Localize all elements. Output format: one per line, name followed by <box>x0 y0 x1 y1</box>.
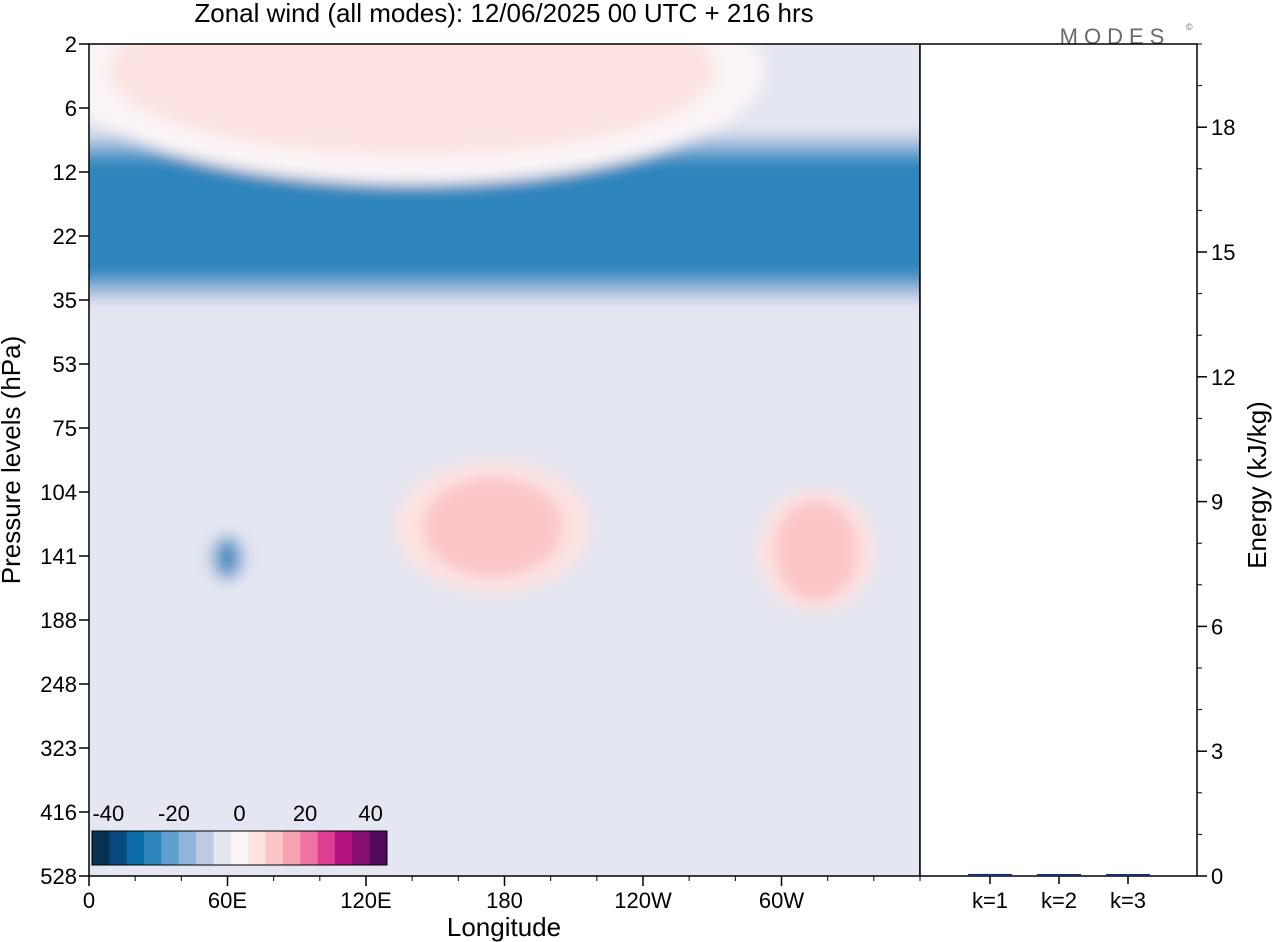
longitude-tick-label: 180 <box>486 888 523 913</box>
pressure-tick-label: 2 <box>65 32 77 57</box>
colorbar-swatch <box>317 831 336 865</box>
energy-tick-label: 15 <box>1211 240 1235 265</box>
energy-bars <box>968 873 1150 876</box>
longitude-tick-label: 0 <box>83 888 95 913</box>
energy-tick-label: 3 <box>1211 739 1223 764</box>
colorbar-swatch <box>352 831 371 865</box>
energy-tick-label: 6 <box>1211 614 1223 639</box>
colorbar-frame <box>91 830 388 866</box>
colorbar-swatch <box>109 831 128 865</box>
pressure-tick-label: 528 <box>40 864 77 889</box>
longitude-axis: 0 60E 120E 180 120W 60W <box>83 876 921 913</box>
pressure-tick-label: 6 <box>65 96 77 121</box>
energy-category-label: k=3 <box>1110 888 1146 913</box>
pressure-tick-label: 248 <box>40 672 77 697</box>
pressure-tick-label: 188 <box>40 608 77 633</box>
energy-bar-panel: k=1 k=2 k=3 0 3 6 9 12 15 18 <box>919 43 1235 913</box>
wind-contour <box>225 544 230 572</box>
energy-bar <box>1037 874 1081 876</box>
longitude-axis-label: Longitude <box>447 912 561 942</box>
colorbar-tick-label: 0 <box>233 801 245 826</box>
colorbar-swatch <box>92 831 110 865</box>
energy-tick-label: 12 <box>1211 365 1235 390</box>
energy-bar <box>968 873 1012 876</box>
colorbar-swatch <box>144 831 162 865</box>
energy-tick-label: 18 <box>1211 115 1235 140</box>
longitude-tick-label: 60E <box>208 888 247 913</box>
colorbar-swatch <box>265 831 284 865</box>
longitude-tick-label: 120E <box>340 888 391 913</box>
colorbar-tick-label: -40 <box>92 801 124 826</box>
wind-contour <box>782 504 851 598</box>
colorbar-swatch <box>178 831 197 865</box>
pressure-tick-label: 22 <box>53 224 77 249</box>
colorbar-swatch <box>369 831 388 865</box>
energy-bar <box>1106 874 1150 876</box>
colorbar-swatch <box>248 831 267 865</box>
energy-axis: 0 3 6 9 12 15 18 <box>1197 43 1235 889</box>
energy-panel-frame <box>919 43 1198 877</box>
energy-tick-label: 9 <box>1211 490 1223 515</box>
colorbar-swatch <box>196 831 214 865</box>
colorbar: -40 -20 0 20 40 <box>91 801 388 866</box>
chart-title: Zonal wind (all modes): 12/06/2025 00 UT… <box>194 0 813 28</box>
colorbar-swatch <box>161 831 180 865</box>
energy-axis-label: Energy (kJ/kg) <box>1242 401 1272 569</box>
wind-contour <box>436 485 550 570</box>
colorbar-swatch <box>230 831 249 865</box>
colorbar-swatch <box>213 831 232 865</box>
pressure-axis: 2 6 12 22 35 53 75 104 141 188 248 323 416 528 <box>40 32 89 889</box>
pressure-tick-label: 53 <box>53 352 77 377</box>
colorbar-swatch <box>300 831 319 865</box>
pressure-tick-label: 12 <box>53 160 77 185</box>
colorbar-swatch <box>282 831 301 865</box>
energy-tick-label: 0 <box>1211 864 1223 889</box>
pressure-tick-label: 416 <box>40 800 77 825</box>
longitude-tick-label: 60W <box>759 888 804 913</box>
pressure-tick-label: 75 <box>53 416 77 441</box>
energy-category-label: k=1 <box>972 888 1008 913</box>
pressure-tick-label: 35 <box>53 288 77 313</box>
energy-category-axis: k=1 k=2 k=3 <box>972 876 1146 913</box>
pressure-tick-label: 104 <box>40 480 77 505</box>
colorbar-swatch <box>334 831 353 865</box>
wind-contour <box>208 46 616 95</box>
pressure-tick-label: 323 <box>40 736 77 761</box>
colorbar-tick-label: 40 <box>358 801 382 826</box>
zonal-wind-heatmap <box>89 44 920 876</box>
heatmap-contours <box>89 44 920 613</box>
colorbar-tick-label: -20 <box>158 801 190 826</box>
longitude-tick-label: 120W <box>614 888 672 913</box>
colorbar-swatch <box>126 831 145 865</box>
colorbar-tick-label: 20 <box>293 801 317 826</box>
brand-copyright-mark: © <box>1186 22 1193 32</box>
pressure-tick-label: 141 <box>40 544 77 569</box>
energy-category-label: k=2 <box>1041 888 1077 913</box>
pressure-axis-label: Pressure levels (hPa) <box>0 336 26 585</box>
